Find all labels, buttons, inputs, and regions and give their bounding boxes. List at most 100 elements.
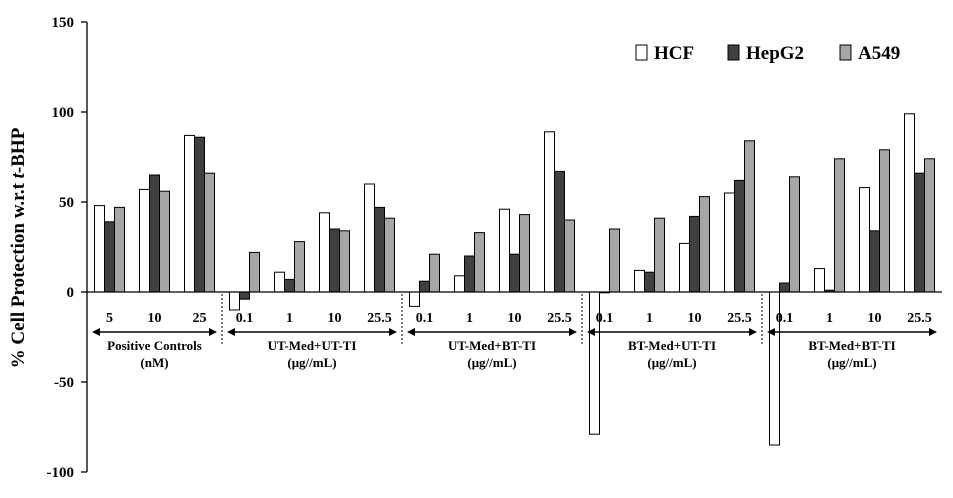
y-axis-label: % Cell Protection w.r.t t-BHP <box>8 127 29 368</box>
group-label: BT-Med+BT-TI <box>808 338 895 353</box>
group-label: BT-Med+UT-TI <box>628 338 716 353</box>
x-tick-label: 10 <box>688 311 702 326</box>
bar-hepg2 <box>509 253 520 293</box>
group-arrow-head-right <box>389 328 397 336</box>
bar-hepg2 <box>284 278 295 293</box>
group-arrow-head-right <box>929 328 937 336</box>
x-tick-label: 10 <box>508 311 522 326</box>
y-tick-label: 50 <box>59 195 74 211</box>
group-unit-label: (μg//mL) <box>467 355 516 370</box>
x-tick-label: 25.5 <box>907 311 932 326</box>
group-arrow-head-left <box>227 328 235 336</box>
x-tick-label: 10 <box>148 311 162 326</box>
bar-hepg2 <box>104 221 115 293</box>
bar-hepg2 <box>554 170 565 293</box>
bar-hcf <box>454 275 465 293</box>
bar-hcf <box>724 192 735 293</box>
bar-a549 <box>204 172 215 293</box>
x-tick-label: 0.1 <box>776 311 794 326</box>
x-axis: 5 10 25 0.1 1 10 25.5 0.1 1 10 25.5 0.1 1 10 25.5 0.1 1 1… <box>87 291 942 370</box>
group-arrow-head-right <box>749 328 757 336</box>
group-label: UT-Med+UT-TI <box>268 338 357 353</box>
legend-label-a549: A549 <box>858 43 900 64</box>
bar-hepg2 <box>419 280 430 293</box>
bar-hcf <box>679 242 690 293</box>
y-tick-label: -50 <box>54 375 74 391</box>
x-tick-label: 0.1 <box>416 311 434 326</box>
x-tick-label: 1 <box>286 311 293 326</box>
group-unit-label: (μg//mL) <box>827 355 876 370</box>
bar-hcf <box>184 134 195 293</box>
group-arrow-head-right <box>569 328 577 336</box>
bar-hepg2 <box>374 206 385 293</box>
bar-a549 <box>159 190 170 293</box>
bar-hepg2 <box>194 136 205 293</box>
bar-a549 <box>834 158 845 293</box>
bar-hcf <box>499 208 510 293</box>
bar-a549 <box>924 158 935 293</box>
x-tick-label: 10 <box>328 311 342 326</box>
bar-a549 <box>519 214 530 293</box>
legend: HCF HepG2 A549 <box>635 43 900 64</box>
bar-a549 <box>384 217 395 293</box>
x-tick-label: 1 <box>646 311 653 326</box>
y-axis-label-suffix: -BHP <box>8 127 29 173</box>
bar-hcf <box>814 268 825 293</box>
bar-a549 <box>879 149 890 293</box>
y-axis: 150 100 50 0 -50 -100 <box>47 15 88 481</box>
bar-hepg2 <box>239 291 250 300</box>
group-arrow-head-right <box>209 328 217 336</box>
bar-hcf <box>544 131 555 293</box>
y-tick-label: 100 <box>52 105 75 121</box>
y-tick-label: 0 <box>67 285 75 301</box>
bar-a549 <box>294 241 305 293</box>
x-tick-label: 1 <box>826 311 833 326</box>
bar-a549 <box>744 140 755 293</box>
bar-hcf <box>139 188 150 293</box>
bar-hcf <box>229 291 240 311</box>
x-tick-label: 0.1 <box>596 311 614 326</box>
bar-hepg2 <box>464 255 475 293</box>
y-tick-label: 150 <box>52 15 75 31</box>
bar-hcf <box>859 187 870 293</box>
bar-hcf <box>274 271 285 293</box>
bar-a549 <box>789 176 800 293</box>
bar-hcf <box>94 205 105 293</box>
x-tick-label: 25.5 <box>547 311 572 326</box>
bar-hepg2 <box>869 230 880 293</box>
bar-a549 <box>339 230 350 293</box>
group-unit-label: (μg//mL) <box>647 355 696 370</box>
legend-swatch-hcf <box>635 44 648 61</box>
group-arrow-head-left <box>92 328 100 336</box>
bar-hcf <box>319 212 330 293</box>
group-label: Positive Controls <box>107 338 202 353</box>
group-arrow-head-left <box>767 328 775 336</box>
bar-hepg2 <box>914 172 925 293</box>
legend-swatch-a549 <box>839 44 852 61</box>
group-label: UT-Med+BT-TI <box>448 338 536 353</box>
bar-a549 <box>429 253 440 293</box>
x-tick-label: 25.5 <box>727 311 752 326</box>
y-axis-label-prefix: % Cell Protection w.r.t <box>8 178 29 368</box>
group-arrow-head-left <box>587 328 595 336</box>
x-tick-label: 25.5 <box>367 311 392 326</box>
bar-hepg2 <box>779 282 790 293</box>
bar-a549 <box>249 251 260 293</box>
group-unit-label: (μg//mL) <box>287 355 336 370</box>
bar-a549 <box>654 217 665 293</box>
legend-label-hcf: HCF <box>654 43 694 64</box>
group-unit-label: (nM) <box>140 355 168 370</box>
x-tick-label: 10 <box>868 311 882 326</box>
y-axis-label-italic: t <box>8 172 29 178</box>
x-tick-label: 25 <box>193 311 207 326</box>
bar-hcf <box>904 113 915 293</box>
x-tick-label: 1 <box>466 311 473 326</box>
bars <box>94 113 935 446</box>
y-tick-label: -100 <box>47 465 75 481</box>
x-tick-label: 5 <box>106 311 113 326</box>
legend-swatch-hepg2 <box>727 44 740 61</box>
bar-hepg2 <box>149 174 160 293</box>
bar-hcf <box>409 291 420 307</box>
bar-hepg2 <box>329 228 340 293</box>
